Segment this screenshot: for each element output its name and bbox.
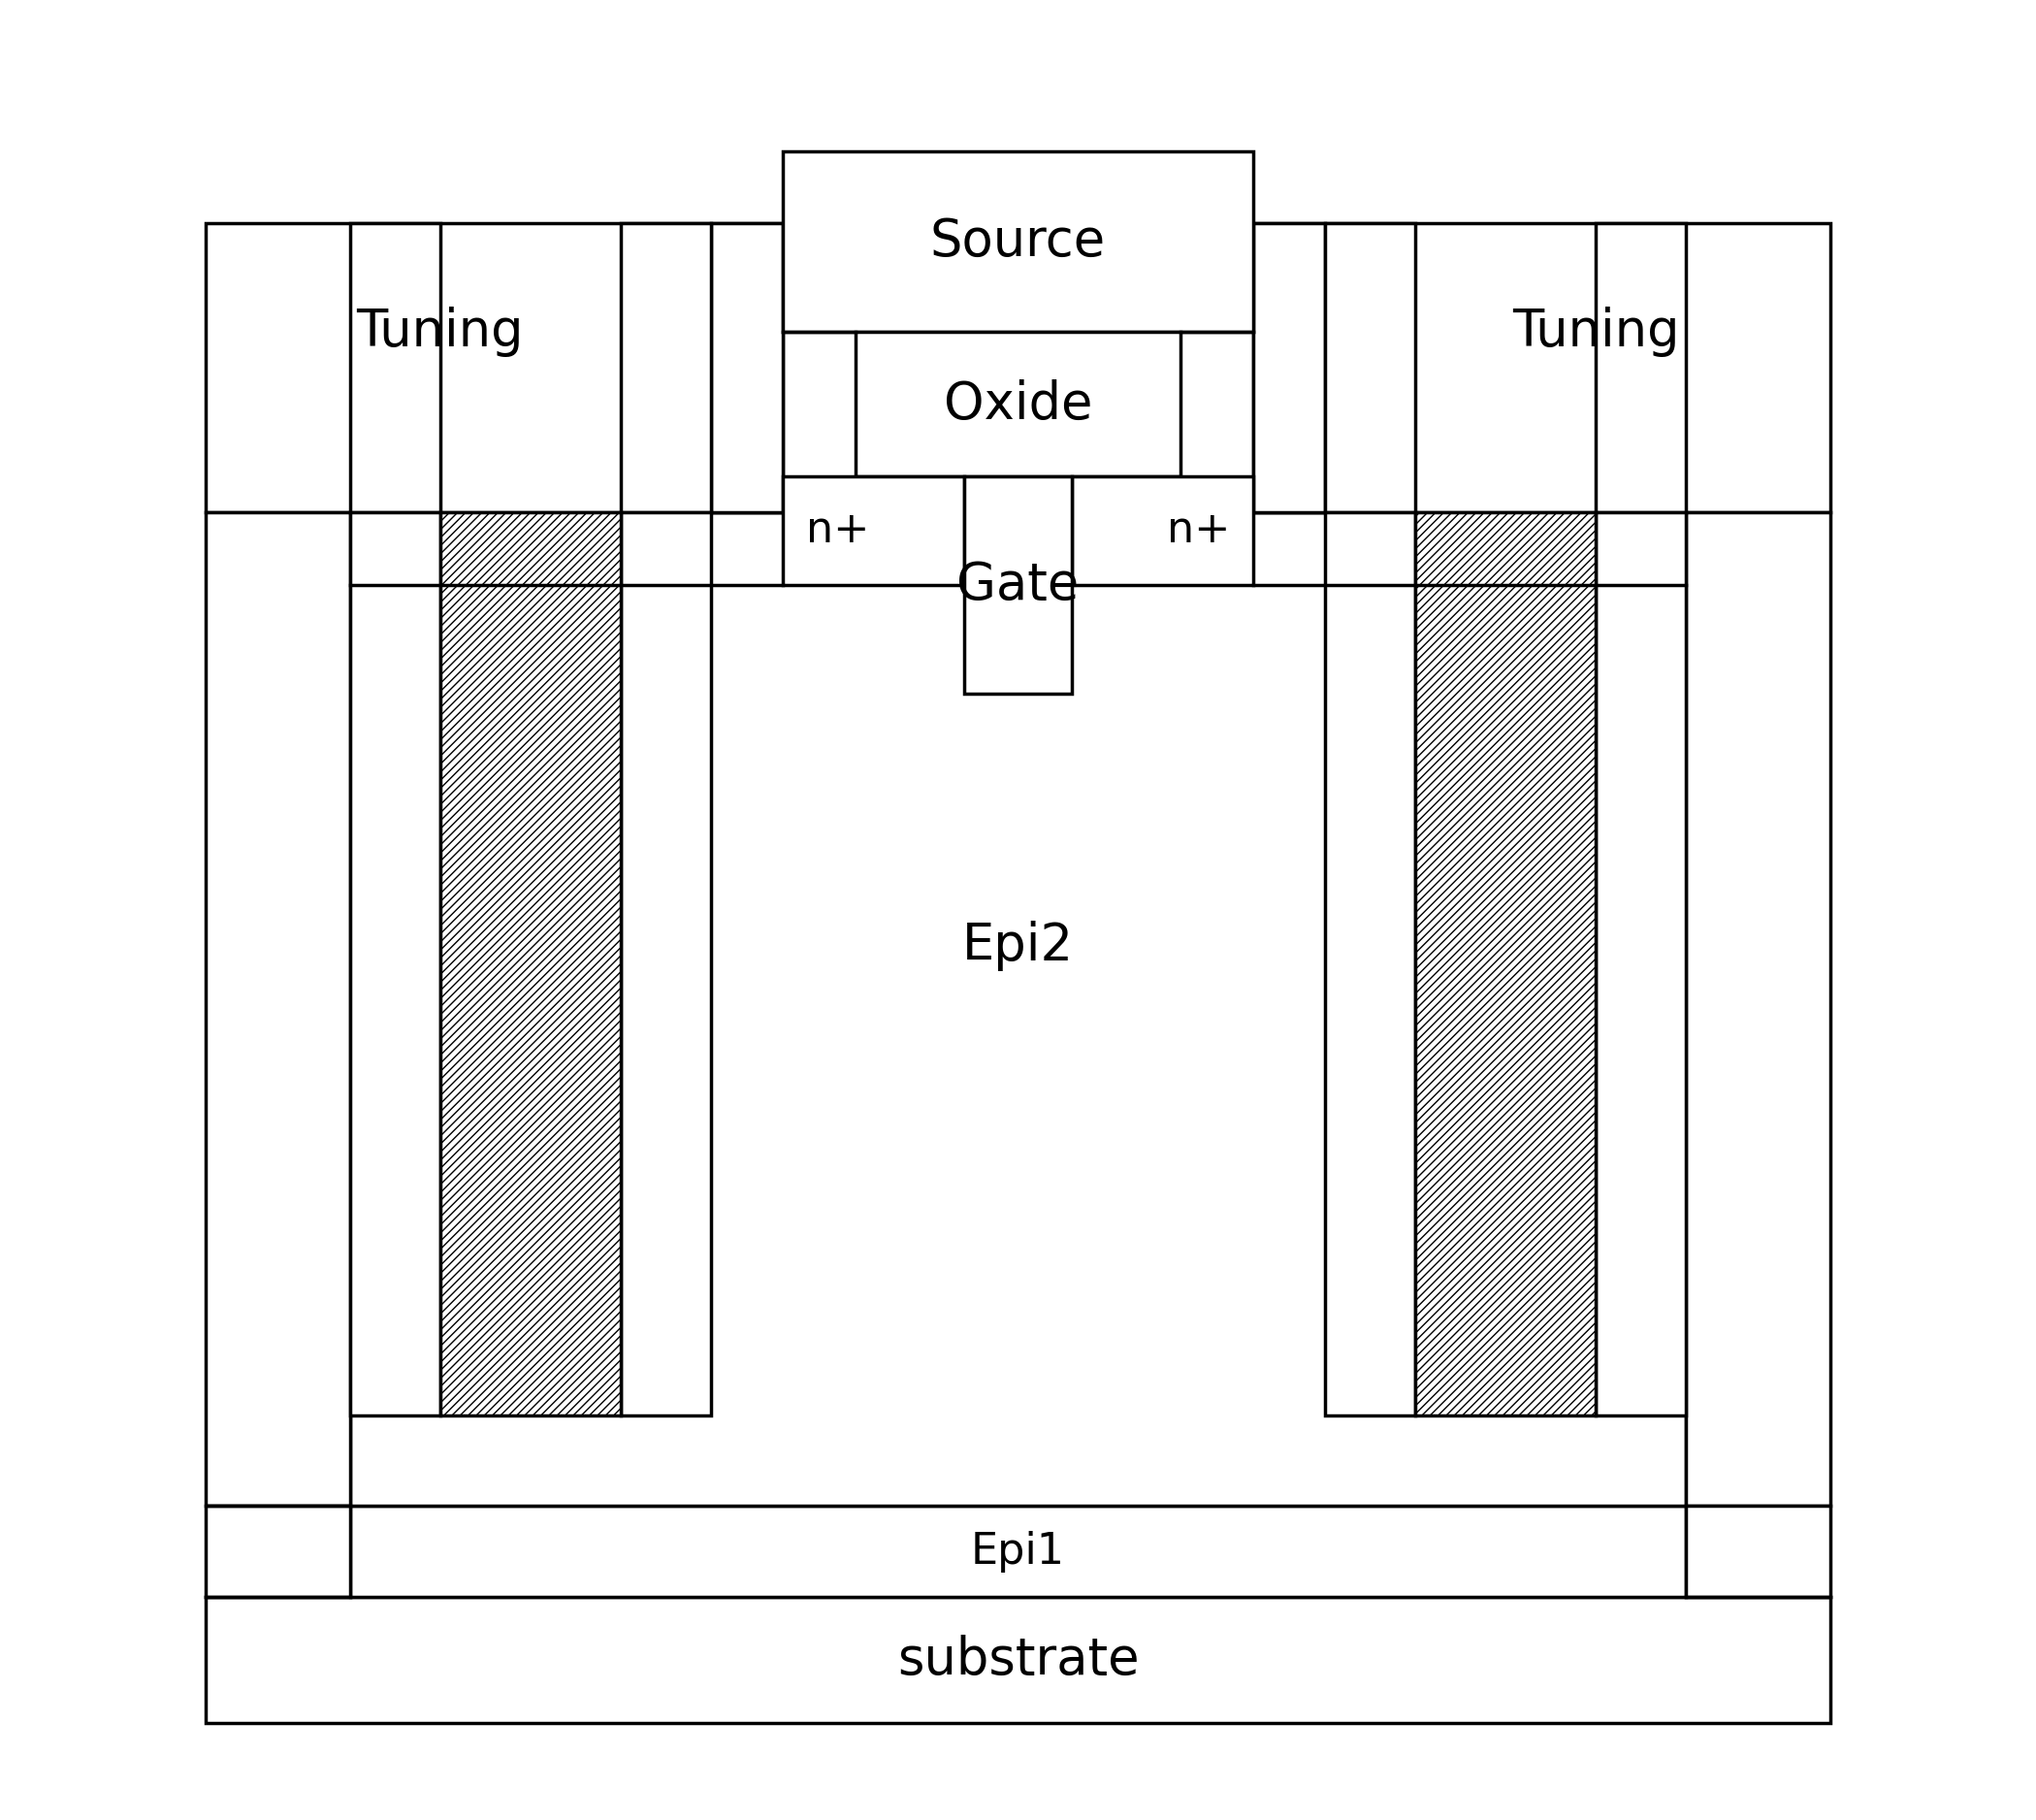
Bar <box>963 477 1073 693</box>
Text: Gate: Gate <box>957 559 1079 610</box>
Bar <box>206 1596 1830 1724</box>
Text: Epi2: Epi2 <box>963 921 1073 972</box>
Bar <box>1325 513 1415 1416</box>
Bar <box>206 224 784 513</box>
Bar <box>350 513 440 1416</box>
Bar <box>1415 513 1596 1416</box>
Bar <box>350 224 440 513</box>
Text: Source: Source <box>930 217 1106 268</box>
Bar <box>1252 224 1830 513</box>
Text: substrate: substrate <box>898 1634 1138 1685</box>
Bar <box>621 513 711 1416</box>
Bar <box>350 1507 1686 1596</box>
Bar <box>440 513 621 1416</box>
Text: n+: n+ <box>806 510 869 551</box>
Bar <box>350 513 1686 1507</box>
Bar <box>1686 513 1830 1507</box>
Text: Tuning: Tuning <box>1513 308 1680 357</box>
Bar <box>621 224 711 513</box>
Text: Oxide: Oxide <box>943 379 1093 430</box>
Bar <box>1073 477 1252 584</box>
Text: Tuning: Tuning <box>356 308 523 357</box>
Bar <box>784 151 1252 331</box>
Bar <box>1325 224 1415 513</box>
Bar <box>1596 224 1686 513</box>
Bar <box>855 331 1181 477</box>
Bar <box>206 1507 350 1596</box>
Text: Epi1: Epi1 <box>971 1531 1065 1572</box>
Bar <box>1686 1507 1830 1596</box>
Text: n+: n+ <box>1167 510 1230 551</box>
Bar <box>206 513 350 1507</box>
Bar <box>1252 224 1325 513</box>
Bar <box>711 224 784 513</box>
Bar <box>1596 513 1686 1416</box>
Bar <box>784 477 963 584</box>
